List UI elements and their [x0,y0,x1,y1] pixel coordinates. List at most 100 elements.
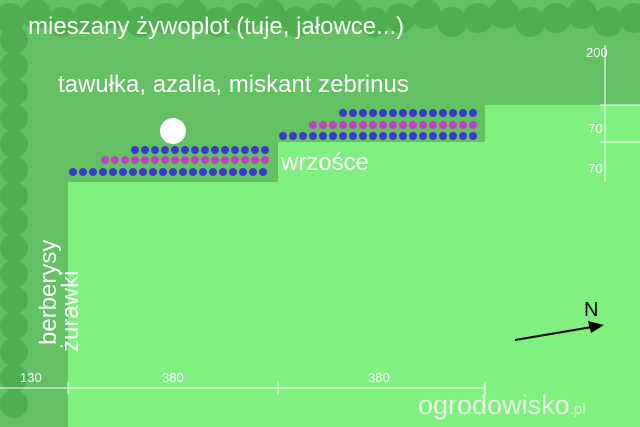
flower [199,168,207,176]
dimension: 380 [162,370,184,385]
flower [99,168,107,176]
flower [191,146,199,154]
flower [309,132,317,140]
logo-suffix: .pl [570,401,586,418]
dimension: 70 [588,161,602,176]
flower [171,156,179,164]
hedge-label: mieszany żywoplot (tuje, jałowce...) [28,13,404,40]
shrub [0,156,28,184]
flower [179,168,187,176]
compass-label: N [584,299,598,321]
shrub [47,7,77,37]
flower [339,132,347,140]
flower [121,156,129,164]
flower [429,132,437,140]
shrub [463,3,493,33]
back-bed-label: tawułka, azalia, miskant zebrinus [58,71,409,98]
flower [319,132,327,140]
flower [339,121,347,129]
flower [329,132,337,140]
flower [379,132,387,140]
flower [161,146,169,154]
flower [89,168,97,176]
flower [261,146,269,154]
shrub [411,0,441,29]
flower [231,146,239,154]
flower [241,146,249,154]
shrub [0,26,28,54]
flower [389,132,397,140]
flower [349,132,357,140]
flower [439,132,447,140]
flower [379,109,387,117]
flower [469,121,477,129]
shrub [151,3,181,33]
dimension: 70 [588,121,602,136]
shrub [0,52,28,80]
flower [249,168,257,176]
shrub [0,208,28,236]
flower [459,109,467,117]
flower [251,146,259,154]
flower [449,109,457,117]
flower [231,156,239,164]
flower [279,132,287,140]
flower [161,156,169,164]
flower [459,121,467,129]
flower [359,121,367,129]
flower [209,168,217,176]
shrub [359,7,389,37]
lawn [68,105,640,427]
flower [449,121,457,129]
flower [111,156,119,164]
flower [459,132,467,140]
flower [211,156,219,164]
flower [439,121,447,129]
dimension: 130 [20,370,42,385]
flower [131,146,139,154]
flower [201,146,209,154]
shrub [307,3,337,33]
shrub [0,390,28,418]
flower [399,132,407,140]
shrub [0,364,28,392]
flower [339,109,347,117]
flower [119,168,127,176]
flower [329,121,337,129]
shrub [0,312,28,340]
flower [101,156,109,164]
shrub [0,182,28,210]
flower [151,156,159,164]
flower [429,121,437,129]
flower [369,109,377,117]
flower [141,146,149,154]
shrub [0,286,28,314]
flower [409,132,417,140]
flower [389,121,397,129]
shrub [0,260,28,288]
flower [131,156,139,164]
heather-label: wrzośce [280,149,369,176]
shrub [541,3,571,33]
flower [379,121,387,129]
flower [409,109,417,117]
flower [221,146,229,154]
flower [251,156,259,164]
flower [469,109,477,117]
flower [219,168,227,176]
shrub [125,7,155,37]
flower [429,109,437,117]
flower [449,132,457,140]
flower [229,168,237,176]
shrub [567,0,597,29]
logo: ogrodowisko.pl [418,390,585,420]
flower [169,168,177,176]
flower [409,121,417,129]
flower [399,109,407,117]
flower [319,121,327,129]
shrub [203,7,233,37]
flower [221,156,229,164]
flower [191,156,199,164]
flower [309,121,317,129]
